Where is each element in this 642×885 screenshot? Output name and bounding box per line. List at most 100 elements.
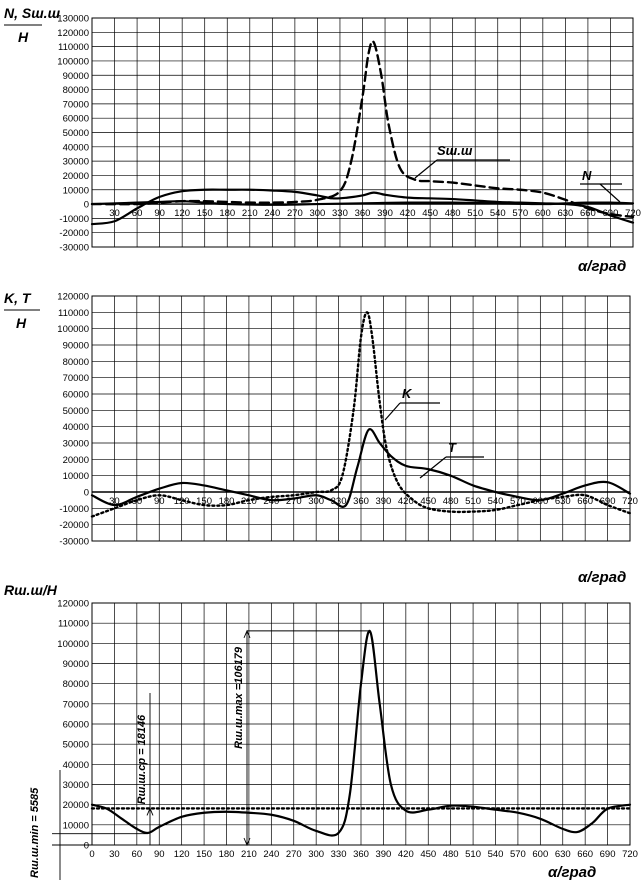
chart2-xtick-label: 570 xyxy=(510,496,526,507)
chart2-ylabel-bottom: H xyxy=(16,315,27,331)
chart3-xtick-label: 270 xyxy=(286,849,302,860)
chart2-ytick-label: 50000 xyxy=(63,406,89,417)
chart1-xtick-label: 240 xyxy=(264,208,280,219)
chart3-xtick-label: 90 xyxy=(154,849,165,860)
chart2-ytick-label: 40000 xyxy=(63,422,89,433)
chart3-xtick-label: 150 xyxy=(196,849,212,860)
chart1-ytick-label: 120000 xyxy=(57,28,89,39)
chart3-ytick-label: 10000 xyxy=(63,820,89,831)
chart1-ytick-label: -10000 xyxy=(59,214,89,225)
chart1-label-s-leader xyxy=(414,159,438,179)
chart1-xtick-label: 660 xyxy=(580,208,596,219)
chart3-xtick-label: 690 xyxy=(600,849,616,860)
chart3-ylabel: Rш.ш/H xyxy=(4,582,58,598)
chart1-xtick-label: 570 xyxy=(512,208,528,219)
chart2-xtick-label: 450 xyxy=(420,496,436,507)
chart1-ytick-label: 60000 xyxy=(63,114,89,125)
chart2-ytick-label: 110000 xyxy=(58,308,89,319)
chart3-xtick-label: 660 xyxy=(577,849,593,860)
chart1-xtick-label: 270 xyxy=(287,208,303,219)
chart2-xtick-label: 630 xyxy=(555,496,571,507)
chart2-label-t: T xyxy=(448,440,457,455)
chart1-xtick-label: 600 xyxy=(535,208,551,219)
chart1-ytick-label: 80000 xyxy=(63,85,89,96)
chart1-ytick-label: 100000 xyxy=(57,56,89,67)
chart3-xtick-label: 0 xyxy=(89,849,94,860)
chart1-ytick-label: 90000 xyxy=(63,71,89,82)
chart3-ytick-label: 80000 xyxy=(63,679,89,690)
chart2-ytick-label: 100000 xyxy=(57,324,89,335)
chart1-xtick-label: 60 xyxy=(132,208,143,219)
chart1-series-2 xyxy=(90,200,635,206)
avg-label: Rш.ш.ср = 18146 xyxy=(136,714,148,804)
chart1-label-n: N xyxy=(582,168,592,183)
chart1-xtick-label: 210 xyxy=(242,208,258,219)
chart3-ytick-label: 30000 xyxy=(63,780,89,791)
chart2-series-1 xyxy=(90,311,632,518)
chart1-xtick-label: 330 xyxy=(332,208,348,219)
chart2-xtick-label: 240 xyxy=(263,496,279,507)
chart1-xtick-label: 390 xyxy=(377,208,393,219)
chart3-ytick-label: 50000 xyxy=(63,740,89,751)
chart2-label-t-leader xyxy=(419,456,447,479)
chart2-xtick-label: 180 xyxy=(219,496,235,507)
chart3-ytick-label: 40000 xyxy=(63,760,89,771)
chart3-xtick-label: 720 xyxy=(622,849,638,860)
chart2-ytick-label: 60000 xyxy=(63,390,89,401)
chart2-ytick-label: 10000 xyxy=(63,471,89,482)
chart3-xtick-label: 360 xyxy=(353,849,369,860)
chart3-ytick-label: 90000 xyxy=(63,659,89,670)
chart1-xtick-label: 540 xyxy=(490,208,506,219)
chart3-xtick-label: 30 xyxy=(109,849,120,860)
chart1-xtick-label: 90 xyxy=(154,208,165,219)
chart3-xtick-label: 390 xyxy=(375,849,391,860)
chart2-xtick-label: 600 xyxy=(532,496,548,507)
chart3-xtick-label: 120 xyxy=(174,849,190,860)
chart2-ytick-label: -10000 xyxy=(59,504,89,515)
chart1-label-n-leader xyxy=(599,183,621,203)
chart1-xtick-label: 150 xyxy=(197,208,213,219)
chart3-ytick-label: 120000 xyxy=(57,599,89,610)
chart3-xtick-label: 630 xyxy=(555,849,571,860)
chart2-ytick-label: 120000 xyxy=(57,292,89,303)
chart2-ytick-label: 70000 xyxy=(63,373,89,384)
chart3-xtick-label: 570 xyxy=(510,849,526,860)
chart2-xtick-label: 660 xyxy=(577,496,593,507)
max-label: Rш.ш.max =106179 xyxy=(233,646,245,749)
chart2-xtick-label: 330 xyxy=(331,496,347,507)
chart2-ytick-label: -20000 xyxy=(59,520,89,531)
chart3-series-0 xyxy=(90,630,632,837)
chart2-xtick-label: 90 xyxy=(154,496,165,507)
chart2-label-k: K xyxy=(402,386,413,401)
chart2-xtick-label: 150 xyxy=(196,496,212,507)
chart1-ytick-label: 130000 xyxy=(57,14,89,25)
chart1-xlabel: α/град xyxy=(578,258,626,275)
chart-n-s: N, Sш.ш H α/град 130000 120000 110000 10000… xyxy=(4,5,641,275)
min-label: Rш.ш.min = 5585 xyxy=(29,787,41,878)
chart2-ytick-label: 0 xyxy=(84,488,89,499)
chart1-ytick-label: 30000 xyxy=(63,157,89,168)
chart1-xtick-label: 450 xyxy=(422,208,438,219)
chart1-xtick-label: 120 xyxy=(174,208,190,219)
chart1-ytick-label: -20000 xyxy=(59,228,89,239)
chart3-xtick-label: 210 xyxy=(241,849,257,860)
chart1-xtick-label: 30 xyxy=(109,208,120,219)
chart2-xtick-label: 210 xyxy=(241,496,257,507)
chart2-xtick-label: 510 xyxy=(465,496,481,507)
chart2-xtick-label: 420 xyxy=(398,496,414,507)
chart1-xtick-label: 180 xyxy=(219,208,235,219)
chart3-xtick-label: 480 xyxy=(443,849,459,860)
chart2-xtick-label: 60 xyxy=(132,496,143,507)
chart-k-t: K, T H α/град 12000011000010000090000800… xyxy=(4,290,638,586)
chart1-ytick-label: 0 xyxy=(84,200,89,211)
chart1-series-1 xyxy=(90,40,635,219)
chart3-xtick-label: 60 xyxy=(132,849,143,860)
chart1-ylabel-bottom: H xyxy=(18,29,29,45)
chart3-xtick-label: 420 xyxy=(398,849,414,860)
chart2-ytick-label: 90000 xyxy=(63,341,89,352)
chart3-ytick-label: 0 xyxy=(84,841,89,852)
chart2-xtick-label: 300 xyxy=(308,496,324,507)
chart1-xtick-label: 630 xyxy=(557,208,573,219)
chart1-ytick-label: 40000 xyxy=(63,142,89,153)
chart2-xtick-label: 30 xyxy=(109,496,120,507)
